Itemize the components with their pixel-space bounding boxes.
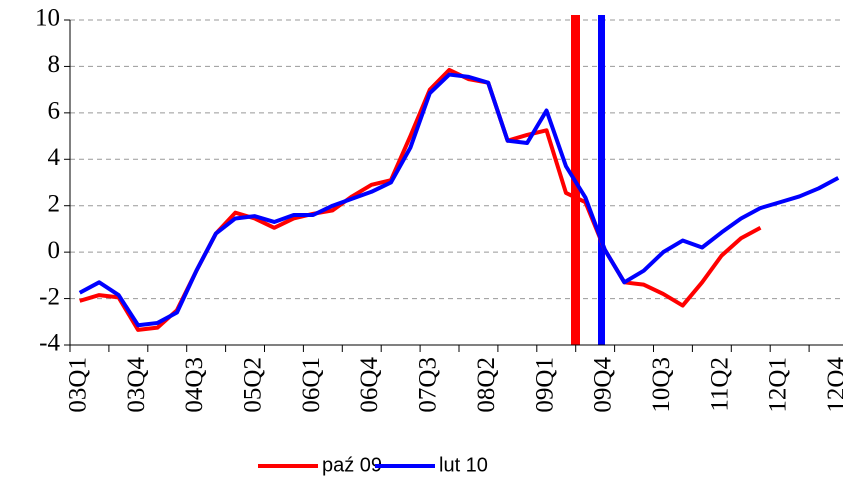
- y-tick-label: 10: [35, 5, 60, 32]
- legend-label: lut 10: [439, 454, 488, 476]
- y-tick-label: 0: [48, 237, 61, 264]
- y-tick-label: 8: [48, 51, 61, 78]
- x-tick-label: 12Q4: [823, 357, 843, 413]
- x-tick-label: 05Q2: [240, 357, 267, 413]
- y-tick-label: 4: [48, 144, 61, 171]
- y-tick-label: -2: [39, 283, 60, 310]
- x-tick-label: 09Q1: [531, 357, 558, 413]
- forecast-marker: [598, 15, 605, 345]
- x-tick-label: 06Q1: [298, 357, 325, 413]
- x-tick-label: 03Q4: [123, 357, 150, 413]
- x-tick-label: 07Q3: [415, 357, 442, 413]
- x-tick-label: 11Q2: [706, 357, 733, 412]
- y-tick-label: 6: [48, 98, 61, 125]
- x-tick-label: 12Q1: [765, 357, 792, 413]
- legend-label: paź 09: [322, 454, 382, 476]
- series-line: [79, 67, 762, 332]
- x-tick-label: 10Q3: [648, 357, 675, 413]
- x-tick-label: 09Q4: [590, 357, 617, 413]
- x-tick-label: 04Q3: [181, 357, 208, 413]
- x-tick-label: 08Q2: [473, 357, 500, 413]
- y-tick-label: -4: [39, 330, 60, 357]
- y-tick-label: 2: [48, 190, 61, 217]
- x-tick-label: 03Q1: [64, 357, 91, 413]
- x-tick-label: 06Q4: [356, 357, 383, 413]
- series-line: [78, 72, 840, 328]
